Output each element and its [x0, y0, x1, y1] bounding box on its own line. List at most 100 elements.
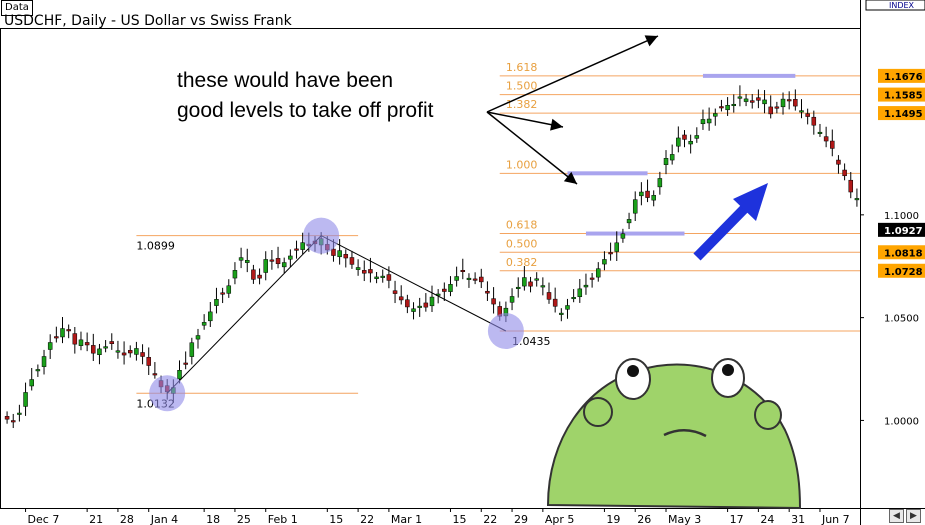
- mascot-ear-left: [583, 397, 613, 427]
- candle-body: [602, 259, 607, 265]
- x-tick-label: 24: [760, 513, 774, 525]
- candle-body: [245, 260, 250, 263]
- x-tick-label: 26: [637, 513, 651, 525]
- candle-body: [528, 281, 533, 287]
- candle-body: [220, 292, 225, 295]
- annotation-arrow: [486, 35, 659, 113]
- level-price-badge: [878, 263, 925, 278]
- mascot-eye-left: [615, 358, 651, 400]
- candle-body: [466, 277, 472, 280]
- x-tick-label: Apr 5: [545, 513, 575, 525]
- data-tab[interactable]: Data: [1, 0, 33, 16]
- price-badge-label: 1.0927: [884, 226, 923, 237]
- fib-ratio-label: 1.618: [506, 61, 538, 74]
- candle-body: [232, 270, 238, 279]
- candle-body: [208, 311, 213, 322]
- candle-body: [23, 392, 28, 407]
- fib-ratio-label: 1.382: [506, 98, 538, 111]
- x-tick-label: 28: [120, 513, 134, 525]
- candle-body: [614, 242, 619, 252]
- candle-body: [749, 100, 755, 103]
- candle-body: [485, 290, 490, 294]
- candle-body: [756, 97, 761, 101]
- annotation-arrow-head: [644, 35, 658, 47]
- annotation-arrow: [486, 111, 564, 128]
- candle-body: [780, 98, 786, 108]
- x-tick-label: 25: [237, 513, 251, 525]
- candle-body: [608, 252, 613, 255]
- candle-body: [620, 233, 626, 239]
- candle-body: [140, 352, 145, 357]
- price-badge-label: 1.1676: [884, 72, 923, 83]
- candle-body: [559, 312, 564, 315]
- candle-body: [195, 335, 201, 340]
- candle-body: [47, 342, 53, 350]
- swing-point-marker: [487, 312, 524, 349]
- candle-body: [201, 322, 207, 326]
- candle-body: [41, 356, 47, 367]
- candle-body: [657, 178, 663, 188]
- mascot-mouth: [663, 429, 707, 438]
- candle-body: [29, 379, 34, 387]
- fib-ratio-label: 1.500: [506, 80, 538, 93]
- candle-body: [134, 348, 139, 355]
- candle-body: [35, 369, 41, 372]
- profit-band: [585, 231, 685, 236]
- candle-body: [109, 341, 115, 344]
- candle-body: [737, 96, 743, 99]
- candle-body: [355, 267, 361, 270]
- level-price-badge: [878, 68, 925, 83]
- level-price-badge: [878, 87, 925, 102]
- arrow-right-icon[interactable]: ▶: [906, 509, 921, 523]
- x-tick-label: 18: [206, 513, 220, 525]
- candle-body: [257, 274, 262, 279]
- candle-body: [454, 276, 459, 281]
- candle-body: [238, 257, 244, 261]
- annotation-line-2: good levels to take off profit: [177, 99, 434, 122]
- candle-body: [552, 298, 558, 307]
- fib-price-label: 1.0899: [136, 240, 175, 253]
- price-badge-label: 1.0728: [884, 267, 923, 278]
- candle-body: [522, 277, 527, 287]
- candle-body: [78, 339, 84, 346]
- x-tick-label: Feb 1: [268, 513, 298, 525]
- price-badge-label: 1.0818: [884, 248, 923, 259]
- candle-body: [842, 169, 847, 177]
- annotation-line-1: these would have been: [177, 69, 393, 92]
- x-tick-label: 17: [730, 513, 744, 525]
- candle-body: [66, 329, 71, 332]
- x-tick-label: 21: [89, 513, 103, 525]
- candle-body: [460, 269, 466, 272]
- candle-body: [405, 299, 410, 308]
- candle-body: [546, 292, 552, 300]
- candle-body: [811, 116, 817, 126]
- x-tick-label: 19: [606, 513, 620, 525]
- candle-body: [84, 342, 90, 346]
- x-tick-label: Jun 7: [821, 513, 850, 525]
- candle-body: [380, 275, 385, 278]
- arrow-left-icon[interactable]: ◀: [889, 509, 904, 523]
- candle-body: [91, 345, 96, 354]
- candle-body: [645, 190, 650, 198]
- candle-body: [565, 305, 570, 310]
- level-price-badge: [878, 245, 925, 260]
- candle-body: [472, 278, 478, 281]
- candle-body: [830, 140, 835, 149]
- swing-point-marker: [149, 375, 186, 412]
- profit-annotation: these would have been good levels to tak…: [177, 66, 433, 126]
- x-tick-label: Mar 1: [391, 513, 422, 525]
- index-badge: [865, 0, 925, 11]
- candle-body: [713, 113, 718, 117]
- candle-body: [54, 336, 59, 339]
- candle-body: [288, 255, 293, 260]
- candle-body: [639, 191, 644, 197]
- mascot-eye-right: [711, 358, 745, 398]
- candle-body: [786, 99, 792, 102]
- candle-body: [146, 357, 151, 366]
- candle-body: [275, 258, 281, 265]
- fib-ratio-label: 1.000: [506, 158, 538, 171]
- price-badge-label: 1.1495: [884, 109, 923, 120]
- candle-body: [768, 106, 773, 115]
- y-tick-label: 1.1000: [884, 211, 919, 222]
